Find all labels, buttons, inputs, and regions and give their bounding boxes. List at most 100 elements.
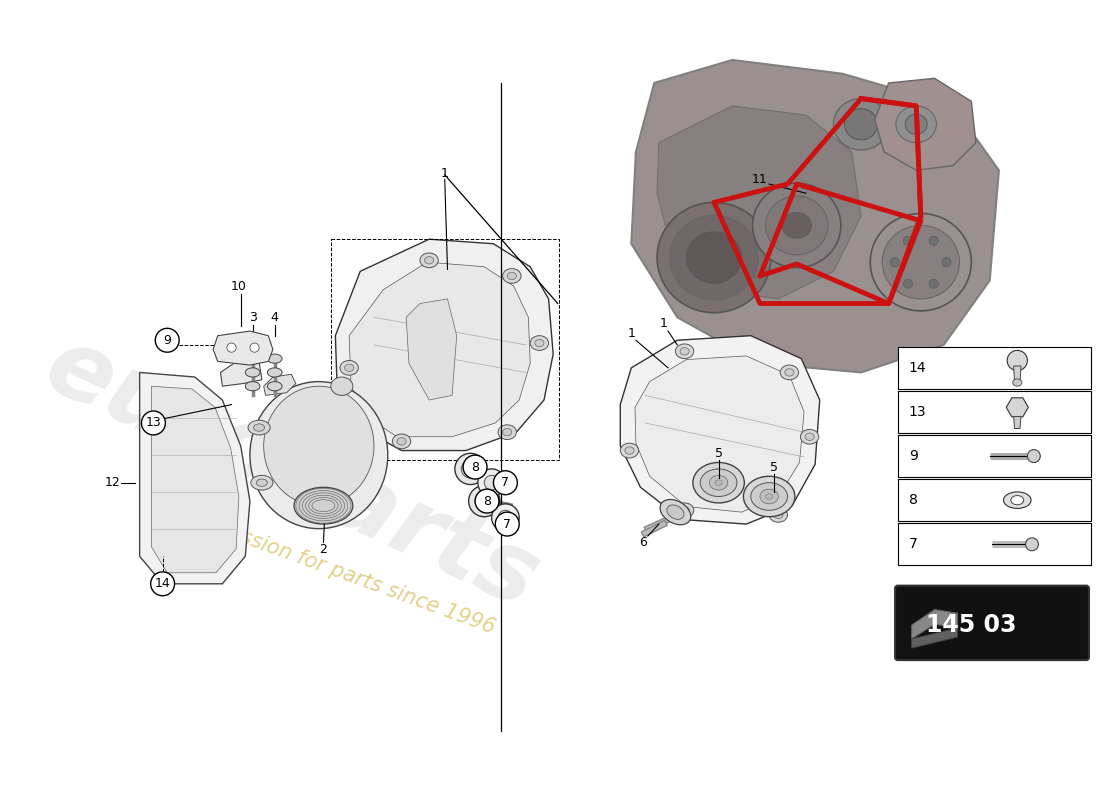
Ellipse shape: [331, 377, 353, 395]
Ellipse shape: [660, 499, 691, 525]
Bar: [898, 523, 1091, 566]
Ellipse shape: [766, 196, 828, 254]
Ellipse shape: [620, 443, 639, 458]
Text: 1: 1: [441, 166, 449, 179]
Ellipse shape: [760, 489, 779, 504]
Ellipse shape: [680, 348, 690, 355]
Polygon shape: [635, 356, 804, 512]
Polygon shape: [912, 628, 958, 648]
Bar: [898, 435, 1091, 477]
Text: 5: 5: [770, 461, 778, 474]
Text: 13: 13: [909, 405, 926, 419]
Ellipse shape: [492, 504, 519, 531]
Ellipse shape: [784, 369, 794, 376]
Polygon shape: [264, 374, 296, 395]
Ellipse shape: [256, 479, 267, 486]
Ellipse shape: [477, 469, 505, 497]
Ellipse shape: [245, 382, 260, 391]
Ellipse shape: [686, 232, 741, 283]
Polygon shape: [140, 373, 250, 584]
Bar: [331, 239, 559, 460]
Text: a passion for parts since 1996: a passion for parts since 1996: [195, 511, 498, 638]
Text: 1: 1: [660, 318, 668, 330]
Ellipse shape: [535, 339, 544, 346]
Ellipse shape: [675, 344, 694, 358]
Ellipse shape: [250, 343, 260, 352]
Polygon shape: [213, 331, 273, 365]
Polygon shape: [406, 299, 456, 400]
Ellipse shape: [773, 511, 783, 518]
Polygon shape: [912, 610, 958, 639]
Ellipse shape: [469, 486, 499, 517]
Text: 7: 7: [909, 538, 917, 551]
Ellipse shape: [845, 109, 878, 140]
Ellipse shape: [530, 336, 549, 350]
Ellipse shape: [670, 215, 758, 300]
Ellipse shape: [498, 510, 513, 525]
Polygon shape: [220, 358, 262, 386]
Ellipse shape: [503, 429, 512, 436]
Ellipse shape: [227, 343, 236, 352]
Ellipse shape: [680, 506, 690, 514]
Text: 9: 9: [163, 334, 172, 346]
Circle shape: [142, 411, 165, 435]
Polygon shape: [1013, 366, 1021, 382]
Text: 14: 14: [909, 361, 926, 375]
Ellipse shape: [751, 482, 788, 510]
Text: 1: 1: [627, 327, 635, 340]
Ellipse shape: [1027, 450, 1041, 462]
Bar: [898, 391, 1091, 433]
Bar: [898, 346, 1091, 389]
Ellipse shape: [397, 438, 406, 445]
Ellipse shape: [675, 503, 694, 518]
Text: 10: 10: [231, 281, 246, 294]
Text: 13: 13: [145, 417, 162, 430]
Ellipse shape: [267, 354, 282, 363]
Polygon shape: [349, 262, 530, 437]
Polygon shape: [1013, 417, 1021, 429]
Text: 8: 8: [909, 493, 917, 507]
Ellipse shape: [710, 475, 728, 490]
Ellipse shape: [942, 258, 952, 266]
Text: 7: 7: [503, 518, 512, 530]
Ellipse shape: [507, 272, 516, 280]
Ellipse shape: [249, 420, 271, 435]
Ellipse shape: [744, 476, 795, 517]
Text: 2: 2: [319, 543, 328, 556]
Circle shape: [475, 489, 499, 513]
Ellipse shape: [503, 269, 521, 283]
Ellipse shape: [420, 253, 438, 268]
Ellipse shape: [254, 424, 265, 431]
Ellipse shape: [1025, 538, 1038, 550]
Ellipse shape: [466, 466, 474, 473]
Ellipse shape: [625, 447, 634, 454]
Polygon shape: [874, 78, 976, 170]
Ellipse shape: [264, 386, 374, 506]
Text: 4: 4: [271, 310, 278, 324]
Ellipse shape: [498, 425, 516, 439]
Circle shape: [494, 470, 517, 494]
Text: euroParts: euroParts: [30, 318, 552, 628]
Ellipse shape: [782, 213, 812, 238]
Ellipse shape: [340, 361, 359, 375]
Ellipse shape: [481, 498, 488, 505]
Ellipse shape: [667, 505, 684, 519]
Ellipse shape: [769, 507, 788, 522]
Circle shape: [495, 512, 519, 536]
Polygon shape: [336, 239, 553, 450]
Ellipse shape: [905, 114, 927, 134]
Circle shape: [463, 455, 487, 479]
Ellipse shape: [870, 214, 971, 311]
Ellipse shape: [766, 494, 773, 499]
Ellipse shape: [752, 183, 840, 268]
Ellipse shape: [834, 98, 889, 150]
Bar: [898, 479, 1091, 522]
Polygon shape: [657, 106, 861, 299]
Text: 5: 5: [715, 447, 723, 460]
Ellipse shape: [461, 460, 480, 478]
Text: 11: 11: [752, 173, 768, 186]
Ellipse shape: [245, 354, 260, 363]
Ellipse shape: [294, 487, 353, 524]
Polygon shape: [631, 60, 999, 373]
Text: 145 03: 145 03: [926, 613, 1016, 637]
